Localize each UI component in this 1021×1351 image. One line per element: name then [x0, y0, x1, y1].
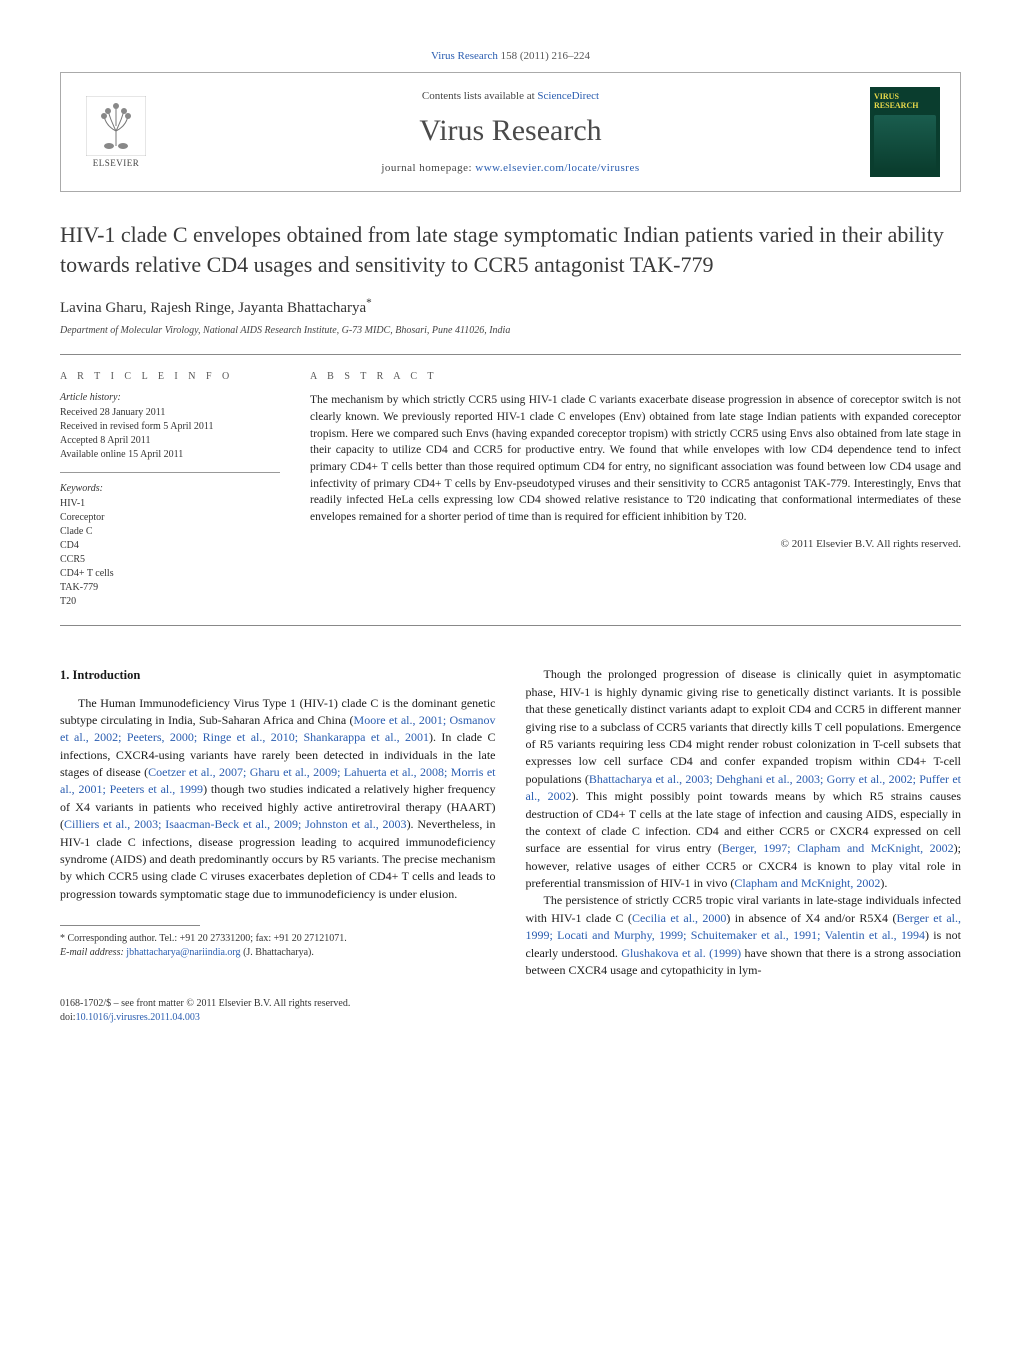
abstract-text: The mechanism by which strictly CCR5 usi… — [310, 392, 961, 525]
journal-ref-link[interactable]: Virus Research — [431, 50, 498, 62]
affiliation: Department of Molecular Virology, Nation… — [60, 325, 961, 336]
doi-link[interactable]: 10.1016/j.virusres.2011.04.003 — [76, 1012, 200, 1023]
front-matter-line: 0168-1702/$ – see front matter © 2011 El… — [60, 997, 961, 1011]
article-title: HIV-1 clade C envelopes obtained from la… — [60, 220, 961, 279]
doi-label: doi: — [60, 1012, 76, 1023]
history-item: Accepted 8 April 2011 — [60, 434, 280, 448]
body-text: Though the prolonged progression of dise… — [526, 667, 962, 785]
elsevier-tree-icon — [86, 96, 146, 156]
body-column-left: 1. Introduction The Human Immunodeficien… — [60, 666, 496, 979]
abstract-block: a b s t r a c t The mechanism by which s… — [310, 371, 961, 609]
keyword-item: CD4 — [60, 539, 280, 553]
history-label: Article history: — [60, 392, 280, 403]
body-paragraph: Though the prolonged progression of dise… — [526, 666, 962, 892]
sciencedirect-link[interactable]: ScienceDirect — [537, 90, 599, 102]
journal-cover: VIRUS RESEARCH — [870, 87, 940, 177]
abstract-heading: a b s t r a c t — [310, 371, 961, 382]
header-box: ELSEVIER Contents lists available at Sci… — [60, 72, 961, 192]
keyword-item: CD4+ T cells — [60, 567, 280, 581]
footnote-email-who: (J. Bhattacharya). — [241, 947, 314, 958]
homepage-line: journal homepage: www.elsevier.com/locat… — [151, 162, 870, 174]
journal-reference: Virus Research 158 (2011) 216–224 — [60, 50, 961, 62]
contents-prefix: Contents lists available at — [422, 90, 537, 102]
abstract-copyright: © 2011 Elsevier B.V. All rights reserved… — [310, 538, 961, 550]
authors: Lavina Gharu, Rajesh Ringe, Jayanta Bhat… — [60, 297, 961, 317]
citation-link[interactable]: Clapham and McKnight, 2002 — [734, 876, 880, 890]
keyword-item: TAK-779 — [60, 581, 280, 595]
keyword-item: CCR5 — [60, 553, 280, 567]
cover-title: VIRUS RESEARCH — [874, 93, 936, 111]
contents-line: Contents lists available at ScienceDirec… — [151, 90, 870, 102]
footnote-email-label: E-mail address: — [60, 947, 126, 958]
journal-title: Virus Research — [151, 114, 870, 148]
footnote-separator — [60, 925, 200, 926]
section-heading: 1. Introduction — [60, 666, 496, 684]
body-paragraph: The Human Immunodeficiency Virus Type 1 … — [60, 695, 496, 904]
keyword-item: HIV-1 — [60, 497, 280, 511]
keyword-item: T20 — [60, 595, 280, 609]
body-text: ) in absence of X4 and/or R5X4 ( — [726, 911, 896, 925]
authors-list: Lavina Gharu, Rajesh Ringe, Jayanta Bhat… — [60, 300, 366, 316]
citation-link[interactable]: Glushakova et al. (1999) — [621, 946, 741, 960]
corresponding-footnote: * Corresponding author. Tel.: +91 20 273… — [60, 932, 496, 960]
keyword-item: Coreceptor — [60, 511, 280, 525]
publisher-logo: ELSEVIER — [81, 92, 151, 172]
citation-link[interactable]: Cilliers et al., 2003; Isaacman-Beck et … — [64, 817, 407, 831]
homepage-link[interactable]: www.elsevier.com/locate/virusres — [475, 162, 639, 174]
keywords-label: Keywords: — [60, 483, 280, 494]
cover-image-placeholder — [874, 115, 936, 171]
history-item: Received 28 January 2011 — [60, 406, 280, 420]
homepage-prefix: journal homepage: — [381, 162, 475, 174]
journal-ref-suffix: 158 (2011) 216–224 — [498, 50, 590, 62]
corresponding-marker: * — [366, 297, 372, 309]
publisher-name: ELSEVIER — [93, 158, 140, 168]
citation-link[interactable]: Cecilia et al., 2000 — [632, 911, 726, 925]
keyword-item: Clade C — [60, 525, 280, 539]
footnote-email-link[interactable]: jbhattacharya@nariindia.org — [126, 947, 240, 958]
article-info-heading: a r t i c l e i n f o — [60, 371, 280, 382]
body-column-right: Though the prolonged progression of dise… — [526, 666, 962, 979]
bottom-meta: 0168-1702/$ – see front matter © 2011 El… — [60, 997, 961, 1025]
body-paragraph: The persistence of strictly CCR5 tropic … — [526, 892, 962, 979]
body-text: ). — [880, 876, 887, 890]
history-item: Available online 15 April 2011 — [60, 448, 280, 462]
article-info-block: a r t i c l e i n f o Article history: R… — [60, 371, 280, 609]
citation-link[interactable]: Berger, 1997; Clapham and McKnight, 2002 — [722, 841, 954, 855]
footnote-label: * Corresponding author. Tel.: +91 20 273… — [60, 932, 496, 946]
history-item: Received in revised form 5 April 2011 — [60, 420, 280, 434]
